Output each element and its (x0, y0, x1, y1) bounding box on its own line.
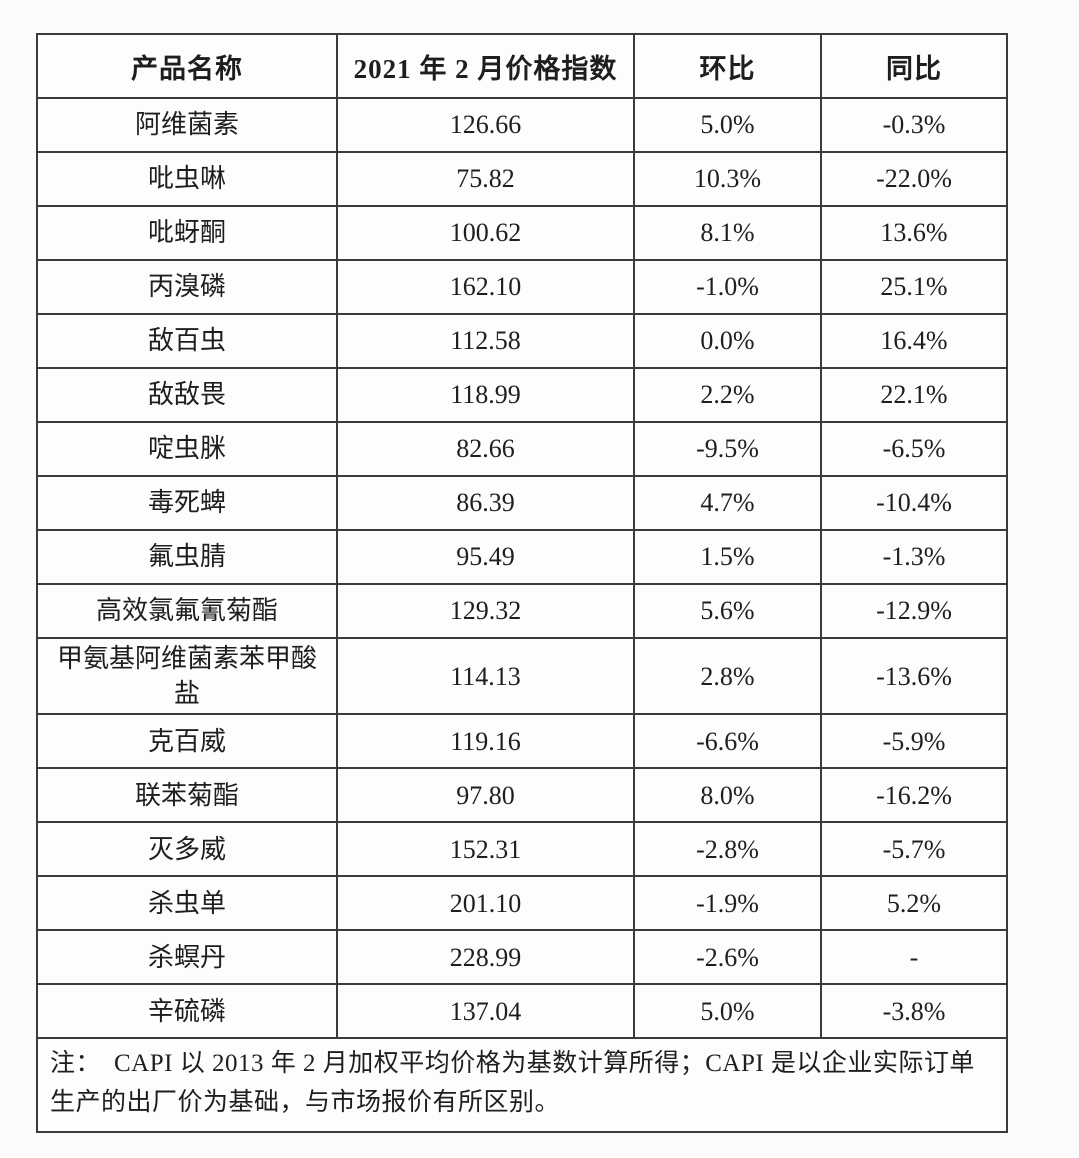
yoy-change-cell: -13.6% (820, 636, 1008, 716)
mom-change-cell: 5.0% (633, 983, 822, 1040)
price-index-cell: 95.49 (336, 529, 635, 585)
table-body: 阿维菌素 126.66 5.0% -0.3% 吡虫啉 75.82 10.3% -… (36, 97, 1008, 1040)
yoy-change-cell: -0.3% (820, 97, 1008, 153)
price-index-cell: 129.32 (336, 583, 635, 639)
product-name-cell: 吡虫啉 (36, 151, 338, 207)
product-name-cell: 丙溴磷 (36, 259, 338, 315)
table-row: 敌百虫 112.58 0.0% 16.4% (36, 313, 1008, 369)
yoy-change-cell: 25.1% (820, 259, 1008, 315)
table-row: 高效氯氟氰菊酯 129.32 5.6% -12.9% (36, 583, 1008, 639)
yoy-change-cell: 5.2% (820, 875, 1008, 932)
table-row: 阿维菌素 126.66 5.0% -0.3% (36, 97, 1008, 153)
table-note-row: 注： CAPI 以 2013 年 2 月加权平均价格为基数计算所得；CAPI 是… (36, 1037, 1008, 1133)
price-index-cell: 100.62 (336, 205, 635, 261)
price-index-cell: 112.58 (336, 313, 635, 369)
yoy-change-cell: -5.7% (820, 821, 1008, 878)
table-row: 灭多威 152.31 -2.8% -5.7% (36, 821, 1008, 878)
product-name-cell: 吡蚜酮 (36, 205, 338, 261)
price-index-cell: 201.10 (336, 875, 635, 932)
table-row: 吡蚜酮 100.62 8.1% 13.6% (36, 205, 1008, 261)
yoy-change-cell: -5.9% (820, 713, 1008, 770)
mom-change-cell: 0.0% (633, 313, 822, 369)
yoy-change-cell: -16.2% (820, 767, 1008, 824)
product-name-cell: 杀螟丹 (36, 929, 338, 986)
mom-change-cell: 8.1% (633, 205, 822, 261)
price-index-table-container: 产品名称 2021 年 2 月价格指数 环比 同比 阿维菌素 126.66 5.… (36, 33, 1008, 1133)
mom-change-cell: 5.0% (633, 97, 822, 153)
price-index-table: 产品名称 2021 年 2 月价格指数 环比 同比 阿维菌素 126.66 5.… (36, 33, 1008, 1133)
product-name-cell: 高效氯氟氰菊酯 (36, 583, 338, 639)
yoy-change-cell: -3.8% (820, 983, 1008, 1040)
price-index-cell: 126.66 (336, 97, 635, 153)
product-name-cell: 阿维菌素 (36, 97, 338, 153)
price-index-cell: 162.10 (336, 259, 635, 315)
table-row: 丙溴磷 162.10 -1.0% 25.1% (36, 259, 1008, 315)
product-name-cell: 啶虫脒 (36, 421, 338, 477)
mom-change-cell: -9.5% (633, 421, 822, 477)
price-index-cell: 119.16 (336, 713, 635, 770)
price-index-cell: 118.99 (336, 367, 635, 423)
product-name-cell: 灭多威 (36, 821, 338, 878)
product-name-cell: 克百威 (36, 713, 338, 770)
price-index-cell: 82.66 (336, 421, 635, 477)
product-name-cell: 杀虫单 (36, 875, 338, 932)
price-index-cell: 86.39 (336, 475, 635, 531)
mom-change-cell: 4.7% (633, 475, 822, 531)
table-row: 杀螟丹 228.99 -2.6% - (36, 929, 1008, 986)
mom-change-cell: 5.6% (633, 583, 822, 639)
column-header-price-index: 2021 年 2 月价格指数 (336, 33, 635, 99)
column-header-mom-change: 环比 (633, 33, 822, 99)
yoy-change-cell: -6.5% (820, 421, 1008, 477)
mom-change-cell: -1.0% (633, 259, 822, 315)
price-index-cell: 137.04 (336, 983, 635, 1040)
yoy-change-cell: -22.0% (820, 151, 1008, 207)
mom-change-cell: 2.8% (633, 636, 822, 716)
price-index-cell: 75.82 (336, 151, 635, 207)
table-footnote: 注： CAPI 以 2013 年 2 月加权平均价格为基数计算所得；CAPI 是… (36, 1037, 1008, 1133)
yoy-change-cell: 13.6% (820, 205, 1008, 261)
product-name-cell: 敌百虫 (36, 313, 338, 369)
table-row: 毒死蜱 86.39 4.7% -10.4% (36, 475, 1008, 531)
table-row: 甲氨基阿维菌素苯甲酸盐 114.13 2.8% -13.6% (36, 636, 1008, 716)
table-row: 杀虫单 201.10 -1.9% 5.2% (36, 875, 1008, 932)
product-name-cell: 辛硫磷 (36, 983, 338, 1040)
yoy-change-cell: 16.4% (820, 313, 1008, 369)
table-header-row: 产品名称 2021 年 2 月价格指数 环比 同比 (36, 33, 1008, 99)
yoy-change-cell: -10.4% (820, 475, 1008, 531)
price-index-cell: 152.31 (336, 821, 635, 878)
table-row: 辛硫磷 137.04 5.0% -3.8% (36, 983, 1008, 1040)
table-row: 克百威 119.16 -6.6% -5.9% (36, 713, 1008, 770)
column-header-product-name: 产品名称 (36, 33, 338, 99)
mom-change-cell: -1.9% (633, 875, 822, 932)
column-header-yoy-change: 同比 (820, 33, 1008, 99)
mom-change-cell: 8.0% (633, 767, 822, 824)
mom-change-cell: 2.2% (633, 367, 822, 423)
table-row: 啶虫脒 82.66 -9.5% -6.5% (36, 421, 1008, 477)
yoy-change-cell: -1.3% (820, 529, 1008, 585)
price-index-cell: 114.13 (336, 636, 635, 716)
product-name-cell: 甲氨基阿维菌素苯甲酸盐 (36, 636, 338, 716)
mom-change-cell: -2.8% (633, 821, 822, 878)
table-row: 敌敌畏 118.99 2.2% 22.1% (36, 367, 1008, 423)
product-name-cell: 联苯菊酯 (36, 767, 338, 824)
product-name-cell: 敌敌畏 (36, 367, 338, 423)
price-index-cell: 97.80 (336, 767, 635, 824)
product-name-cell: 毒死蜱 (36, 475, 338, 531)
mom-change-cell: -6.6% (633, 713, 822, 770)
price-index-cell: 228.99 (336, 929, 635, 986)
mom-change-cell: 10.3% (633, 151, 822, 207)
product-name-cell: 氟虫腈 (36, 529, 338, 585)
table-row: 吡虫啉 75.82 10.3% -22.0% (36, 151, 1008, 207)
table-row: 联苯菊酯 97.80 8.0% -16.2% (36, 767, 1008, 824)
table-row: 氟虫腈 95.49 1.5% -1.3% (36, 529, 1008, 585)
yoy-change-cell: -12.9% (820, 583, 1008, 639)
yoy-change-cell: 22.1% (820, 367, 1008, 423)
yoy-change-cell: - (820, 929, 1008, 986)
mom-change-cell: -2.6% (633, 929, 822, 986)
mom-change-cell: 1.5% (633, 529, 822, 585)
